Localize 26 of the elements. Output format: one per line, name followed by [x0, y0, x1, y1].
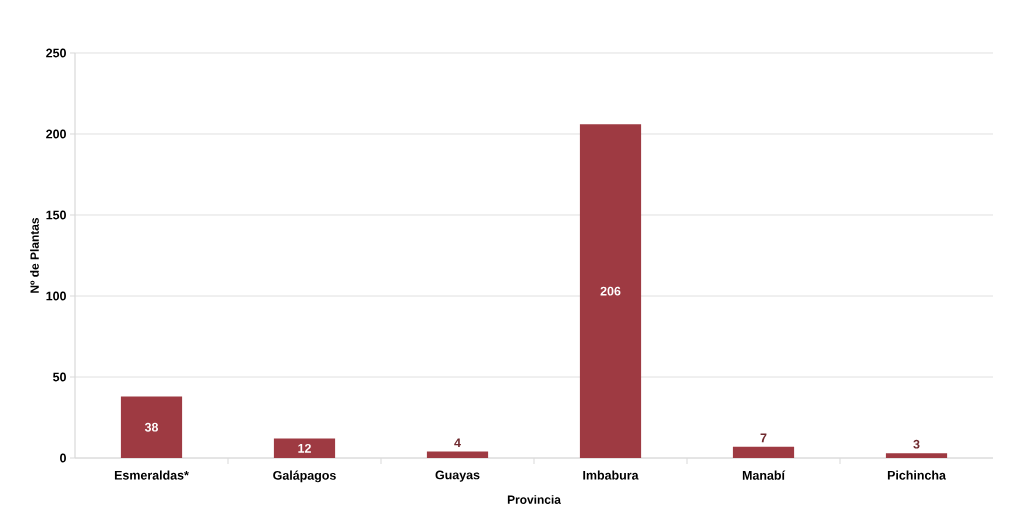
data-label: 7 [760, 433, 767, 443]
data-label: 3 [913, 439, 920, 449]
bar [885, 453, 948, 458]
y-tick-label: 0 [60, 453, 66, 463]
data-label: 4 [454, 438, 461, 447]
data-label: 12 [298, 443, 311, 453]
x-tick-label: Galápagos [273, 470, 336, 483]
x-tick-label: Imbabura [583, 470, 639, 480]
y-tick-label: 50 [53, 372, 66, 382]
bar [426, 451, 489, 458]
x-tick-label: Esmeraldas* [114, 470, 189, 480]
y-tick-label: 250 [46, 48, 66, 58]
y-tick-label: 200 [46, 129, 66, 139]
x-axis-title: Provincia [507, 495, 561, 504]
y-tick-label: 150 [46, 210, 66, 220]
bar [579, 124, 642, 458]
bar [120, 396, 183, 458]
bar [732, 446, 795, 458]
x-tick-label: Pichincha [887, 470, 946, 480]
y-tick-label: 100 [46, 291, 66, 301]
x-tick-label: Manabí [742, 470, 786, 480]
data-label: 206 [600, 286, 621, 296]
y-axis-title: Nº de Plantas [30, 217, 39, 293]
x-tick-label: Guayas [435, 470, 480, 482]
data-label: 38 [144, 422, 159, 432]
bar [273, 438, 336, 458]
